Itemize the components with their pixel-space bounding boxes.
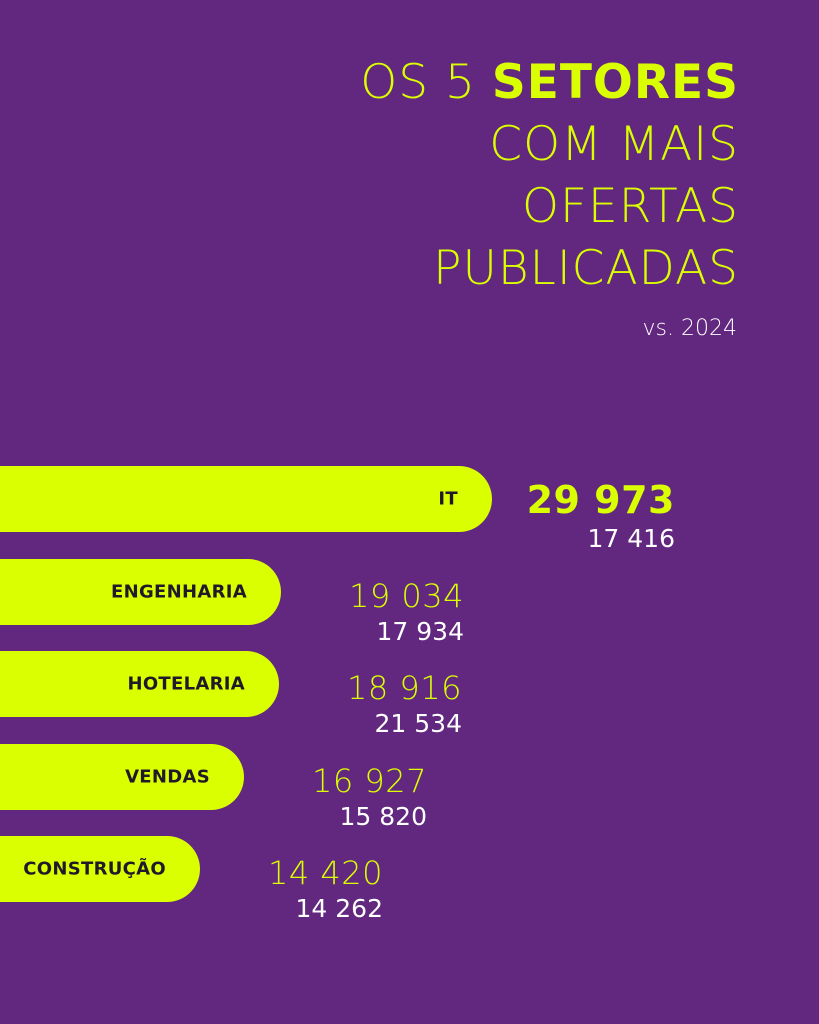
category-label: HOTELARIA bbox=[127, 673, 245, 695]
value-label-previous: 21 534 bbox=[374, 709, 462, 738]
bar: CONSTRUÇÃO bbox=[0, 836, 200, 902]
value-label-previous: 17 934 bbox=[376, 617, 464, 646]
title-prefix: OS 5 bbox=[360, 55, 492, 110]
value-label-current: 18 916 bbox=[347, 669, 462, 707]
bar: VENDAS bbox=[0, 744, 244, 810]
value-label-previous: 15 820 bbox=[339, 802, 427, 831]
title-line-1: OS 5 SETORES bbox=[360, 52, 739, 114]
title-line-4: PUBLICADAS bbox=[433, 241, 739, 296]
value-label-current: 29 973 bbox=[526, 478, 675, 522]
value-label-previous: 14 262 bbox=[295, 894, 383, 923]
bar: IT bbox=[0, 466, 492, 532]
category-label: IT bbox=[438, 488, 458, 510]
title-strong: SETORES bbox=[491, 55, 739, 110]
title-line-3: OFERTAS bbox=[521, 179, 739, 234]
value-label-previous: 17 416 bbox=[587, 524, 675, 553]
category-label: ENGENHARIA bbox=[111, 581, 247, 603]
category-label: CONSTRUÇÃO bbox=[23, 858, 166, 880]
value-label-current: 16 927 bbox=[312, 762, 427, 800]
category-label: VENDAS bbox=[125, 766, 210, 788]
title-line-2: COM MAIS bbox=[489, 117, 739, 172]
bar: ENGENHARIA bbox=[0, 559, 281, 625]
value-label-current: 14 420 bbox=[268, 854, 383, 892]
value-label-current: 19 034 bbox=[349, 577, 464, 615]
bar: HOTELARIA bbox=[0, 651, 279, 717]
chart-title: OS 5 SETORES COM MAIS OFERTAS PUBLICADAS bbox=[360, 52, 739, 300]
chart-subtitle: vs. 2024 bbox=[642, 316, 737, 341]
